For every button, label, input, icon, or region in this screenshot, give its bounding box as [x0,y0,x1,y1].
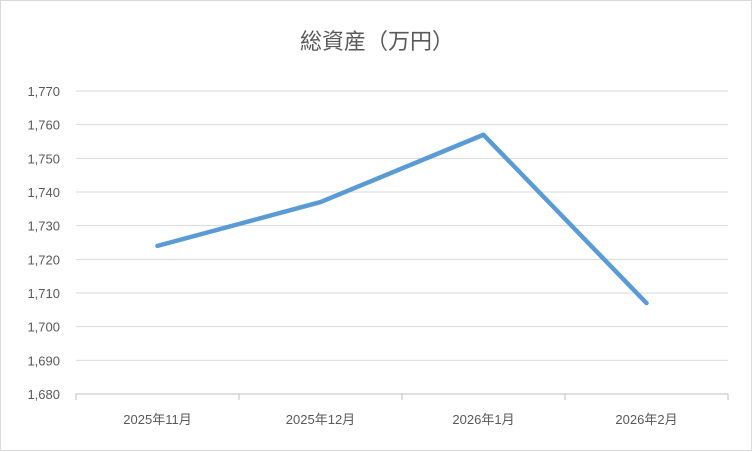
x-tick-label: 2025年11月 [123,412,191,427]
y-tick-label: 1,750 [27,151,60,166]
y-tick-label: 1,690 [27,353,60,368]
y-tick-label: 1,710 [27,286,60,301]
x-tick-label: 2025年12月 [286,412,355,427]
x-tick-label: 2026年2月 [615,412,677,427]
series-line [155,132,649,306]
y-tick-label: 1,680 [27,387,60,402]
y-tick-label: 1,760 [27,118,60,133]
y-tick-label: 1,720 [27,252,60,267]
y-tick-label: 1,700 [27,320,60,335]
y-tick-label: 1,770 [27,84,60,99]
y-tick-label: 1,730 [27,219,60,234]
x-tick-label: 2026年1月 [452,412,514,427]
y-tick-label: 1,740 [27,185,60,200]
chart-title: 総資産（万円） [300,29,454,54]
